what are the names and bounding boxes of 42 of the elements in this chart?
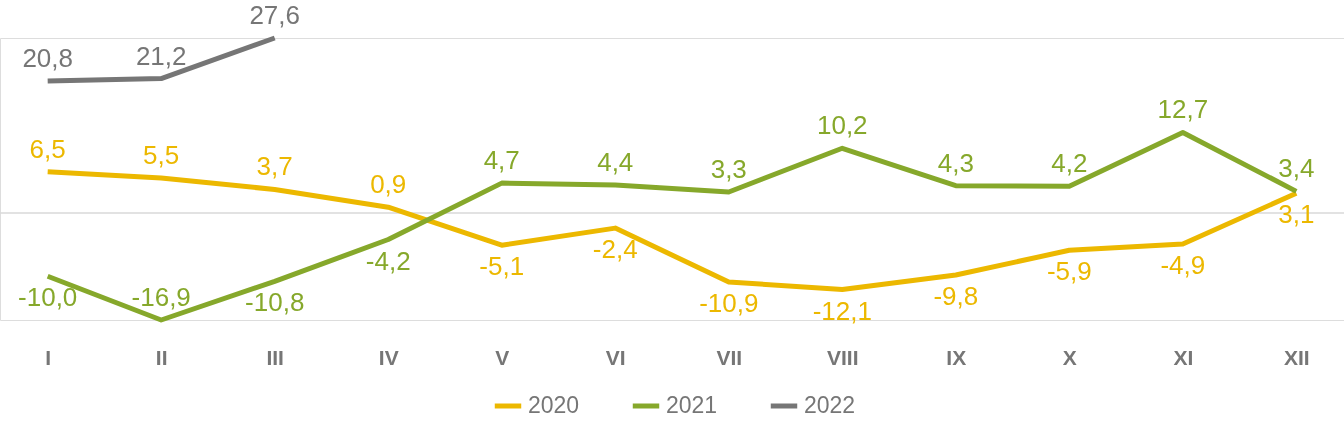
data-label: -5,9 bbox=[1046, 256, 1092, 287]
x-tick-label: VI bbox=[605, 345, 626, 369]
x-tick-label: I bbox=[45, 345, 52, 369]
data-label: -5,1 bbox=[479, 251, 525, 282]
data-label: 3,1 bbox=[1278, 199, 1315, 230]
x-tick-label: VIII bbox=[827, 345, 859, 369]
data-label: 10,2 bbox=[816, 110, 868, 141]
data-label: -10,8 bbox=[245, 287, 305, 318]
x-tick-label: IV bbox=[378, 345, 399, 369]
data-label: 5,5 bbox=[143, 140, 180, 171]
data-label: -4,2 bbox=[365, 245, 411, 276]
data-label: 27,6 bbox=[249, 0, 301, 30]
x-tick-label: X bbox=[1062, 345, 1077, 369]
data-label: -10,9 bbox=[699, 287, 759, 318]
data-label: 4,7 bbox=[483, 145, 520, 176]
x-tick-label: IX bbox=[946, 345, 967, 369]
data-label: 3,4 bbox=[1278, 153, 1315, 184]
x-tick-label: V bbox=[495, 345, 510, 369]
data-label: 6,5 bbox=[29, 133, 66, 164]
data-label: 12,7 bbox=[1157, 94, 1209, 125]
data-label: 4,3 bbox=[937, 147, 974, 178]
data-label: 3,3 bbox=[710, 153, 747, 184]
data-label: -12,1 bbox=[812, 295, 872, 326]
data-label: -9,8 bbox=[933, 281, 979, 312]
data-label: 20,8 bbox=[22, 43, 73, 74]
x-tick-label: VII bbox=[716, 345, 743, 369]
x-tick-label: XII bbox=[1283, 345, 1310, 369]
data-label: 21,2 bbox=[135, 40, 187, 71]
data-label: -4,9 bbox=[1160, 249, 1206, 280]
legend-label: 2021 bbox=[666, 392, 718, 418]
x-tick-label: II bbox=[155, 345, 168, 369]
data-label: -10,0 bbox=[18, 282, 78, 313]
legend-label: 2022 bbox=[804, 392, 856, 418]
data-label: 4,2 bbox=[1051, 148, 1088, 179]
x-tick-label: XI bbox=[1173, 345, 1194, 369]
data-label: 0,9 bbox=[370, 169, 407, 200]
data-label: 4,4 bbox=[597, 147, 634, 178]
data-label: -16,9 bbox=[131, 282, 191, 312]
data-label: 3,7 bbox=[256, 151, 293, 182]
legend-label: 2020 bbox=[528, 392, 580, 418]
x-tick-label: III bbox=[266, 345, 284, 369]
data-label: -2,4 bbox=[592, 234, 638, 265]
